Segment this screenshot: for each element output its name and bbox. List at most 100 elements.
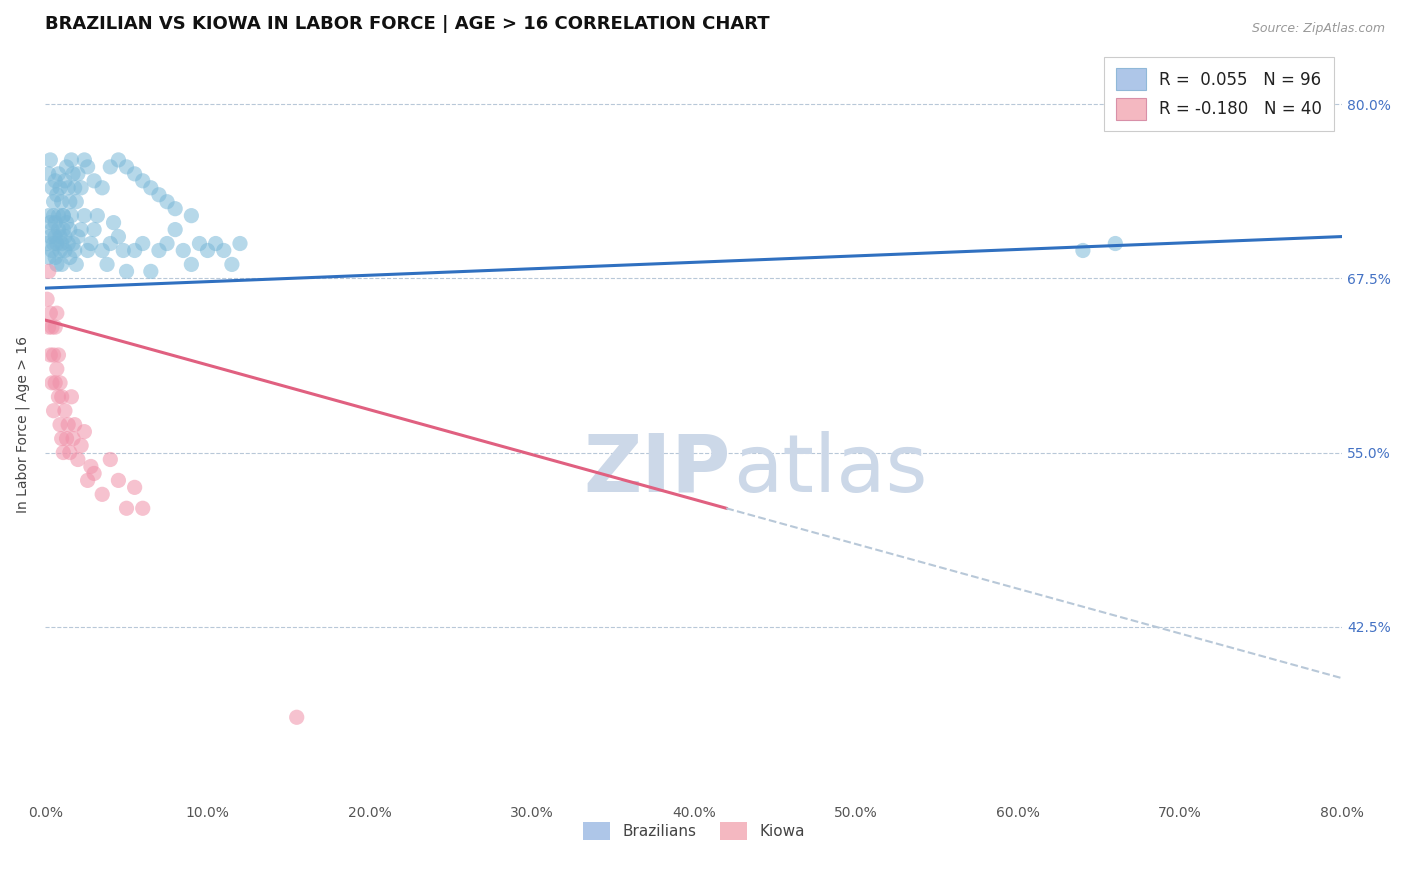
- Point: [59, 222, 82, 236]
- Point: [103, 216, 125, 230]
- Point: [212, 244, 235, 258]
- Point: [48, 390, 70, 404]
- Point: [124, 480, 146, 494]
- Point: [63, 181, 86, 195]
- Text: Source: ZipAtlas.com: Source: ZipAtlas.com: [1251, 22, 1385, 36]
- Point: [204, 236, 226, 251]
- Point: [55, 160, 77, 174]
- Point: [197, 244, 219, 258]
- Point: [70, 181, 93, 195]
- Point: [86, 209, 108, 223]
- Point: [42, 348, 65, 362]
- Point: [221, 257, 243, 271]
- Point: [55, 216, 77, 230]
- Point: [139, 181, 162, 195]
- Point: [165, 202, 187, 216]
- Point: [73, 425, 96, 439]
- Point: [35, 292, 58, 306]
- Point: [41, 244, 63, 258]
- Point: [1104, 236, 1126, 251]
- Point: [66, 452, 89, 467]
- Text: atlas: atlas: [733, 431, 927, 508]
- Point: [56, 181, 79, 195]
- Point: [39, 216, 62, 230]
- Y-axis label: In Labor Force | Age > 16: In Labor Force | Age > 16: [15, 336, 30, 513]
- Point: [132, 236, 155, 251]
- Point: [180, 257, 202, 271]
- Point: [51, 236, 73, 251]
- Point: [156, 194, 179, 209]
- Point: [73, 153, 96, 167]
- Point: [53, 229, 76, 244]
- Point: [62, 432, 84, 446]
- Point: [1071, 244, 1094, 258]
- Point: [80, 459, 103, 474]
- Point: [53, 403, 76, 417]
- Point: [44, 251, 66, 265]
- Point: [96, 257, 118, 271]
- Point: [59, 445, 82, 459]
- Point: [45, 236, 67, 251]
- Point: [76, 244, 98, 258]
- Point: [48, 348, 70, 362]
- Point: [107, 153, 129, 167]
- Point: [60, 209, 83, 223]
- Point: [45, 362, 67, 376]
- Point: [56, 417, 79, 432]
- Text: BRAZILIAN VS KIOWA IN LABOR FORCE | AGE > 16 CORRELATION CHART: BRAZILIAN VS KIOWA IN LABOR FORCE | AGE …: [45, 15, 770, 33]
- Point: [76, 160, 98, 174]
- Point: [38, 320, 60, 334]
- Point: [39, 348, 62, 362]
- Point: [49, 244, 72, 258]
- Point: [51, 390, 73, 404]
- Point: [41, 222, 63, 236]
- Point: [51, 257, 73, 271]
- Point: [38, 167, 60, 181]
- Point: [39, 229, 62, 244]
- Point: [66, 167, 89, 181]
- Point: [124, 244, 146, 258]
- Point: [42, 194, 65, 209]
- Point: [132, 501, 155, 516]
- Point: [83, 174, 105, 188]
- Point: [49, 376, 72, 390]
- Point: [53, 244, 76, 258]
- Point: [148, 187, 170, 202]
- Point: [172, 244, 194, 258]
- Point: [44, 376, 66, 390]
- Point: [42, 403, 65, 417]
- Point: [76, 474, 98, 488]
- Point: [52, 209, 75, 223]
- Point: [52, 222, 75, 236]
- Point: [188, 236, 211, 251]
- Point: [44, 174, 66, 188]
- Point: [35, 236, 58, 251]
- Point: [107, 474, 129, 488]
- Point: [44, 229, 66, 244]
- Point: [229, 236, 252, 251]
- Point: [115, 264, 138, 278]
- Point: [49, 181, 72, 195]
- Point: [51, 194, 73, 209]
- Point: [48, 167, 70, 181]
- Point: [124, 167, 146, 181]
- Point: [39, 306, 62, 320]
- Point: [91, 487, 114, 501]
- Point: [107, 229, 129, 244]
- Point: [44, 320, 66, 334]
- Point: [80, 236, 103, 251]
- Point: [63, 417, 86, 432]
- Point: [45, 257, 67, 271]
- Legend: Brazilians, Kiowa: Brazilians, Kiowa: [576, 816, 811, 846]
- Point: [98, 236, 121, 251]
- Point: [285, 710, 308, 724]
- Point: [98, 452, 121, 467]
- Point: [45, 306, 67, 320]
- Point: [52, 445, 75, 459]
- Point: [156, 236, 179, 251]
- Point: [39, 153, 62, 167]
- Point: [38, 209, 60, 223]
- Text: ZIP: ZIP: [583, 431, 731, 508]
- Point: [60, 153, 83, 167]
- Point: [45, 187, 67, 202]
